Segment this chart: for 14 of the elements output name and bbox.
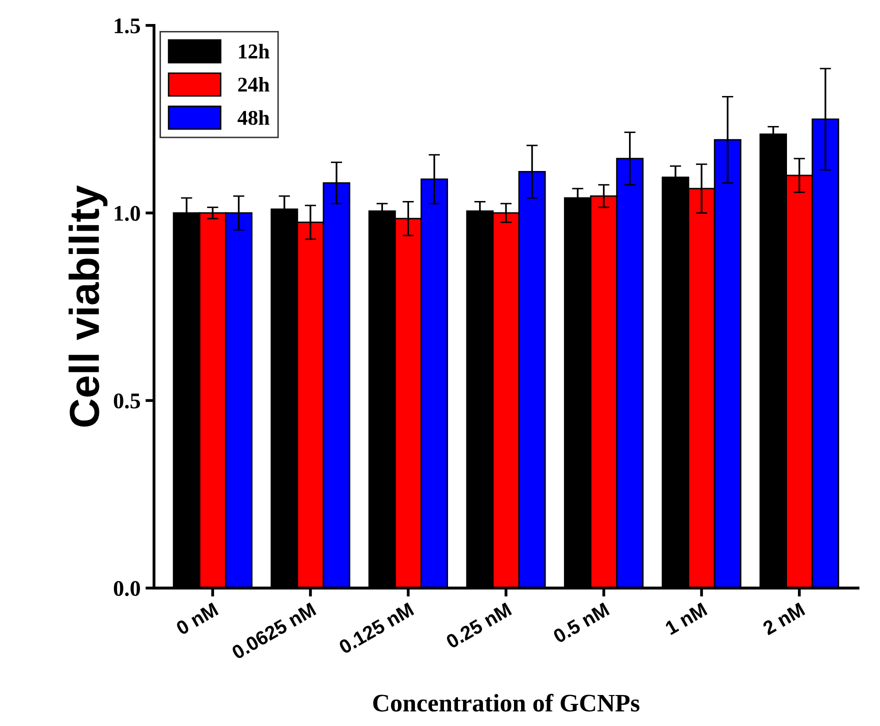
x-tick-label: 2 nM	[762, 602, 806, 636]
legend-label: 24h	[238, 77, 270, 92]
y-tick-label: 0.0	[114, 580, 140, 596]
x-tick-label: 0.25 nM	[445, 602, 512, 649]
x-tick-label: 0.5 nM	[552, 602, 610, 644]
y-tick-label: 1.5	[114, 18, 140, 34]
y-tick-label: 0.5	[114, 393, 140, 409]
legend-label: 48h	[238, 110, 270, 125]
x-axis-title: Concentration of GCNPs	[373, 694, 640, 712]
y-tick-label: 1.0	[114, 206, 140, 221]
x-tick-label: 0 nM	[175, 602, 219, 636]
y-axis-title: Cell viability	[68, 185, 108, 427]
legend-label: 12h	[239, 44, 270, 58]
x-tick-label: 1 nM	[664, 602, 708, 635]
